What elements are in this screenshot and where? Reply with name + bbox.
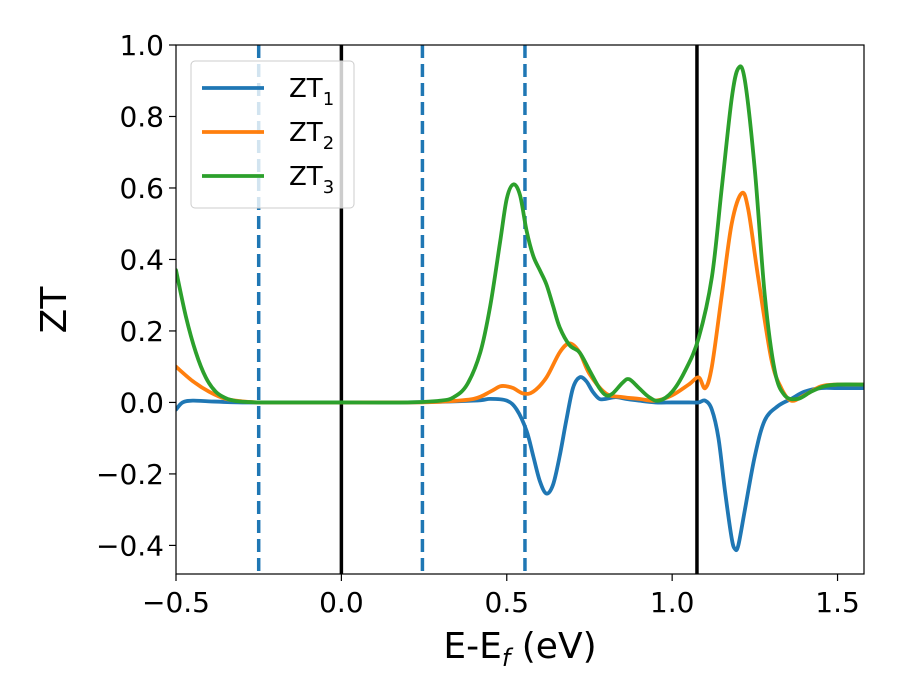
- x-axis-ticks: −0.5 0.0 0.5 1.0 1.5: [142, 574, 860, 619]
- series-lines: [176, 64, 864, 553]
- legend-label-3: ZT3: [289, 162, 334, 198]
- y-tick-label-3: 0.2: [119, 315, 164, 348]
- legend-label-2: ZT2: [289, 118, 334, 154]
- y-axis-title: ZT: [34, 286, 75, 334]
- x-tick-label-0: −0.5: [142, 586, 210, 619]
- y-tick-label-4: 0.4: [119, 243, 164, 276]
- y-tick-label-7: 1.0: [119, 29, 164, 62]
- x-axis-title-main: E-E: [443, 626, 501, 667]
- y-tick-label-6: 0.8: [119, 100, 164, 133]
- legend-label-1: ZT1: [289, 74, 334, 110]
- plot-frame: [175, 44, 865, 575]
- legend-box: [190, 60, 355, 209]
- y-tick-label-0: −0.4: [96, 529, 164, 562]
- series-line-3: [176, 64, 864, 405]
- legend: ZT1 ZT2 ZT3: [190, 60, 355, 209]
- x-axis-title: E-Ef (eV): [443, 626, 596, 672]
- x-axis-title-suffix: (eV): [510, 626, 596, 667]
- y-axis-ticks: −0.4 −0.2 0.0 0.2 0.4 0.6 0.8 1.0: [96, 29, 176, 562]
- x-tick-label-4: 1.5: [815, 586, 860, 619]
- y-tick-label-2: 0.0: [119, 386, 164, 419]
- x-tick-label-2: 0.5: [485, 586, 530, 619]
- x-tick-label-3: 1.0: [650, 586, 695, 619]
- y-tick-label-5: 0.6: [119, 172, 164, 205]
- x-tick-label-1: 0.0: [319, 586, 364, 619]
- y-tick-label-1: −0.2: [96, 458, 164, 491]
